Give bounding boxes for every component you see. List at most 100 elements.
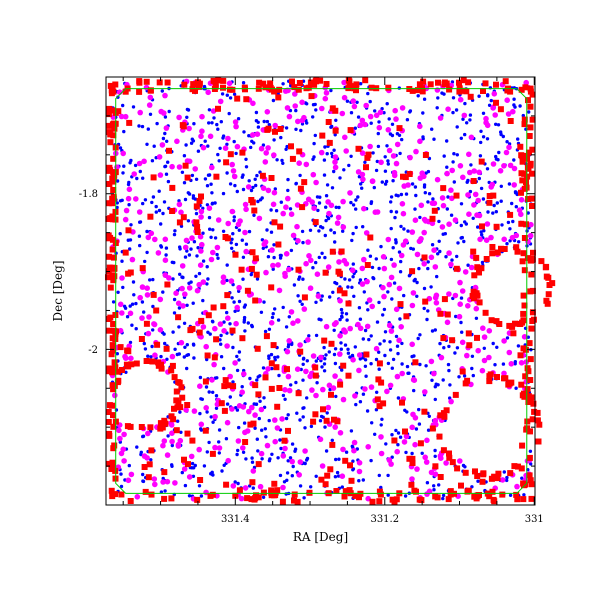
data-point-magenta bbox=[246, 408, 252, 415]
data-point-magenta bbox=[239, 389, 245, 396]
data-point-red bbox=[506, 380, 513, 387]
data-point-magenta bbox=[509, 234, 516, 241]
footprint-outline bbox=[115, 88, 528, 494]
data-point-red bbox=[460, 77, 467, 84]
data-point-blue bbox=[172, 311, 177, 315]
data-point-red bbox=[347, 462, 353, 469]
data-point-blue bbox=[271, 98, 276, 103]
data-point-magenta bbox=[265, 366, 271, 372]
data-point-blue bbox=[132, 293, 136, 297]
data-point-blue bbox=[426, 309, 430, 313]
data-point-magenta bbox=[465, 192, 471, 198]
data-point-red bbox=[312, 372, 319, 379]
data-point-blue bbox=[311, 103, 316, 107]
data-point-blue bbox=[372, 185, 376, 190]
data-point-blue bbox=[481, 135, 486, 139]
data-point-blue bbox=[336, 474, 341, 478]
data-point-blue bbox=[446, 362, 451, 367]
data-point-blue bbox=[203, 139, 207, 143]
data-point-blue bbox=[118, 232, 122, 236]
data-point-magenta bbox=[198, 133, 204, 140]
data-point-magenta bbox=[186, 125, 192, 132]
data-point-blue bbox=[138, 169, 142, 174]
data-point-red bbox=[169, 362, 176, 369]
data-point-red bbox=[473, 495, 480, 502]
data-point-magenta bbox=[157, 172, 164, 178]
data-point-blue bbox=[377, 300, 381, 305]
data-point-red bbox=[205, 312, 212, 319]
data-point-red bbox=[334, 418, 341, 425]
data-point-magenta bbox=[157, 327, 164, 333]
data-point-blue bbox=[311, 157, 315, 161]
data-point-magenta bbox=[162, 92, 168, 99]
data-point-magenta bbox=[252, 412, 258, 418]
data-point-red bbox=[494, 475, 501, 482]
data-point-blue bbox=[227, 111, 231, 116]
data-point-magenta bbox=[179, 263, 186, 269]
data-point-magenta bbox=[274, 425, 281, 431]
data-point-magenta bbox=[416, 238, 423, 245]
data-point-red bbox=[348, 477, 355, 484]
data-point-blue bbox=[390, 122, 395, 127]
data-point-red bbox=[399, 399, 405, 406]
data-point-blue bbox=[513, 105, 517, 109]
data-point-magenta bbox=[387, 382, 394, 389]
data-point-blue bbox=[481, 197, 486, 201]
data-point-blue bbox=[512, 97, 516, 101]
data-point-magenta bbox=[262, 159, 269, 165]
data-point-magenta bbox=[468, 134, 475, 141]
data-point-blue bbox=[215, 122, 219, 127]
data-point-blue bbox=[426, 260, 430, 264]
data-point-blue bbox=[423, 191, 427, 195]
data-point-red bbox=[106, 129, 113, 136]
data-point-red bbox=[435, 79, 441, 86]
data-point-blue bbox=[340, 315, 344, 319]
data-point-blue bbox=[148, 112, 153, 117]
data-point-magenta bbox=[305, 337, 311, 343]
data-point-blue bbox=[129, 223, 133, 227]
data-point-magenta bbox=[356, 352, 363, 358]
data-point-magenta bbox=[357, 122, 364, 129]
data-point-magenta bbox=[449, 167, 456, 174]
data-point-magenta bbox=[323, 90, 330, 96]
data-point-magenta bbox=[381, 293, 387, 300]
data-point-blue bbox=[337, 205, 341, 210]
data-point-red bbox=[184, 402, 191, 408]
data-point-blue bbox=[216, 256, 220, 260]
data-point-red bbox=[332, 107, 339, 114]
data-point-magenta bbox=[212, 325, 218, 332]
data-point-magenta bbox=[134, 494, 141, 500]
data-point-red bbox=[523, 179, 529, 185]
data-point-blue bbox=[192, 122, 196, 126]
data-point-blue bbox=[151, 304, 155, 309]
data-point-red bbox=[454, 465, 461, 472]
data-point-magenta bbox=[399, 105, 406, 111]
data-point-magenta bbox=[215, 217, 222, 223]
data-point-blue bbox=[309, 424, 314, 429]
data-point-blue bbox=[235, 452, 239, 457]
data-point-blue bbox=[385, 102, 389, 106]
data-point-magenta bbox=[189, 235, 195, 241]
data-point-blue bbox=[284, 325, 289, 329]
data-point-red bbox=[406, 171, 413, 177]
data-point-red bbox=[106, 122, 113, 129]
data-point-magenta bbox=[326, 210, 332, 217]
data-point-red bbox=[416, 81, 423, 88]
data-point-magenta bbox=[243, 248, 249, 255]
data-point-magenta bbox=[178, 209, 184, 216]
data-point-magenta bbox=[229, 161, 235, 168]
data-point-blue bbox=[116, 95, 120, 99]
data-point-red bbox=[284, 366, 290, 373]
data-point-red bbox=[128, 361, 135, 368]
data-point-blue bbox=[182, 181, 187, 185]
data-point-magenta bbox=[461, 112, 468, 119]
data-point-blue bbox=[314, 333, 319, 338]
data-point-blue bbox=[301, 406, 305, 410]
data-point-red bbox=[253, 271, 260, 278]
data-point-blue bbox=[481, 111, 486, 116]
data-point-red bbox=[378, 379, 385, 386]
data-point-magenta bbox=[398, 252, 405, 259]
data-point-blue bbox=[122, 129, 126, 134]
data-point-red bbox=[362, 77, 369, 84]
data-point-red bbox=[486, 193, 493, 199]
